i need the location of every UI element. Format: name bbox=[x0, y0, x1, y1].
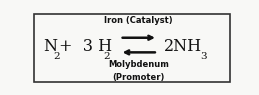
Text: 2: 2 bbox=[53, 51, 60, 61]
Text: N: N bbox=[44, 38, 57, 55]
Text: (Promoter): (Promoter) bbox=[113, 73, 165, 82]
Text: 3: 3 bbox=[200, 51, 207, 61]
Text: Iron (Catalyst): Iron (Catalyst) bbox=[104, 16, 173, 25]
Text: +  3 H: + 3 H bbox=[60, 38, 113, 55]
FancyBboxPatch shape bbox=[34, 14, 230, 82]
Text: 2: 2 bbox=[104, 51, 110, 61]
Text: 2NH: 2NH bbox=[164, 38, 202, 55]
Text: Molybdenum: Molybdenum bbox=[108, 60, 169, 69]
